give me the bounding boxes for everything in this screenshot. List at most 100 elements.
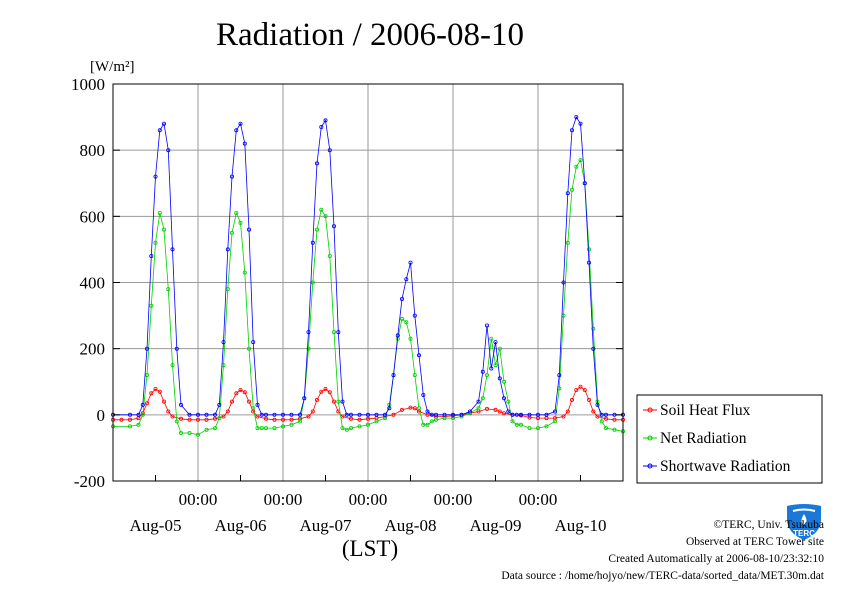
series-point [391, 412, 396, 417]
chart-title: Radiation / 2006-08-10 [216, 17, 524, 53]
series-line [113, 159, 624, 436]
x-tick-label: 00:00 [519, 490, 558, 509]
series-point [306, 414, 311, 419]
series-point [501, 379, 506, 384]
series-point [476, 399, 481, 404]
series-point [429, 419, 434, 424]
series-point [234, 128, 239, 133]
legend-marker [647, 407, 653, 413]
series-point [306, 330, 311, 335]
series-point [480, 396, 485, 401]
series-point [408, 405, 413, 410]
series-point [297, 419, 302, 424]
series-point [289, 417, 294, 422]
series-point [323, 214, 328, 219]
series-point [497, 409, 502, 414]
series-point [314, 161, 319, 166]
series-point [178, 402, 183, 407]
series-point [484, 406, 489, 411]
series-point [565, 409, 570, 414]
series-point [229, 399, 234, 404]
series-point [357, 424, 362, 429]
series-point [561, 414, 566, 419]
x-tick-label: 00:00 [264, 490, 303, 509]
series-point [187, 412, 192, 417]
series-point [229, 230, 234, 235]
series-point [170, 247, 175, 252]
series-point [259, 426, 264, 431]
x-date-label: Aug-06 [215, 516, 267, 535]
series-point [527, 412, 532, 417]
legend-label: Soil Heat Flux [660, 402, 751, 419]
series-point [467, 409, 472, 414]
terc-logo: TERC [783, 503, 825, 541]
series-point [246, 227, 251, 232]
series-point [574, 387, 579, 392]
series-point [591, 326, 596, 331]
series-point [587, 247, 592, 252]
series-point [574, 164, 579, 169]
series-point [599, 419, 604, 424]
series-point [412, 313, 417, 318]
series-point [314, 227, 319, 232]
series-point [310, 240, 315, 245]
series-point [127, 424, 132, 429]
series-point [408, 260, 413, 265]
series-point [225, 409, 230, 414]
footer-source: Data source : /home/hojyo/new/TERC-data/… [501, 570, 824, 582]
series-point [591, 409, 596, 414]
series-point [195, 417, 200, 422]
series-point [574, 115, 579, 120]
series-point [510, 419, 515, 424]
series-point [544, 424, 549, 429]
series-point [570, 397, 575, 402]
series-point [399, 296, 404, 301]
series-point [297, 412, 302, 417]
series-point [476, 406, 481, 411]
series-point [263, 426, 268, 431]
series-point [582, 387, 587, 392]
series-point [442, 412, 447, 417]
series-point [238, 220, 243, 225]
series-point [480, 369, 485, 374]
series-point [570, 187, 575, 192]
series-point [280, 417, 285, 422]
legend-marker [647, 435, 653, 441]
series-point [399, 407, 404, 412]
series-point [336, 330, 341, 335]
x-date-label: Aug-07 [300, 516, 352, 535]
series-point [344, 427, 349, 432]
series-point [170, 414, 175, 419]
series-point [510, 412, 515, 417]
series-point [204, 427, 209, 432]
series-point [501, 396, 506, 401]
series-point [310, 409, 315, 414]
series-point [327, 390, 332, 395]
series-point [140, 412, 145, 417]
series-point [195, 412, 200, 417]
series-point [527, 415, 532, 420]
series-point [519, 412, 524, 417]
series-point [348, 416, 353, 421]
series-point [323, 118, 328, 123]
series-point [340, 399, 345, 404]
series-point [272, 412, 277, 417]
series-point [263, 416, 268, 421]
y-tick-label: 800 [80, 141, 106, 160]
series-point [484, 373, 489, 378]
series-point [557, 373, 562, 378]
series-point [229, 174, 234, 179]
series-point [238, 121, 243, 126]
series-point [544, 412, 549, 417]
series-point [591, 346, 596, 351]
series-point [153, 386, 158, 391]
series-point [395, 333, 400, 338]
series-point [348, 412, 353, 417]
series-point [365, 412, 370, 417]
series-point [144, 401, 149, 406]
series-point [127, 417, 132, 422]
series-point [425, 409, 430, 414]
series-point [374, 412, 379, 417]
x-date-label: Aug-08 [385, 516, 437, 535]
series-point [302, 396, 307, 401]
